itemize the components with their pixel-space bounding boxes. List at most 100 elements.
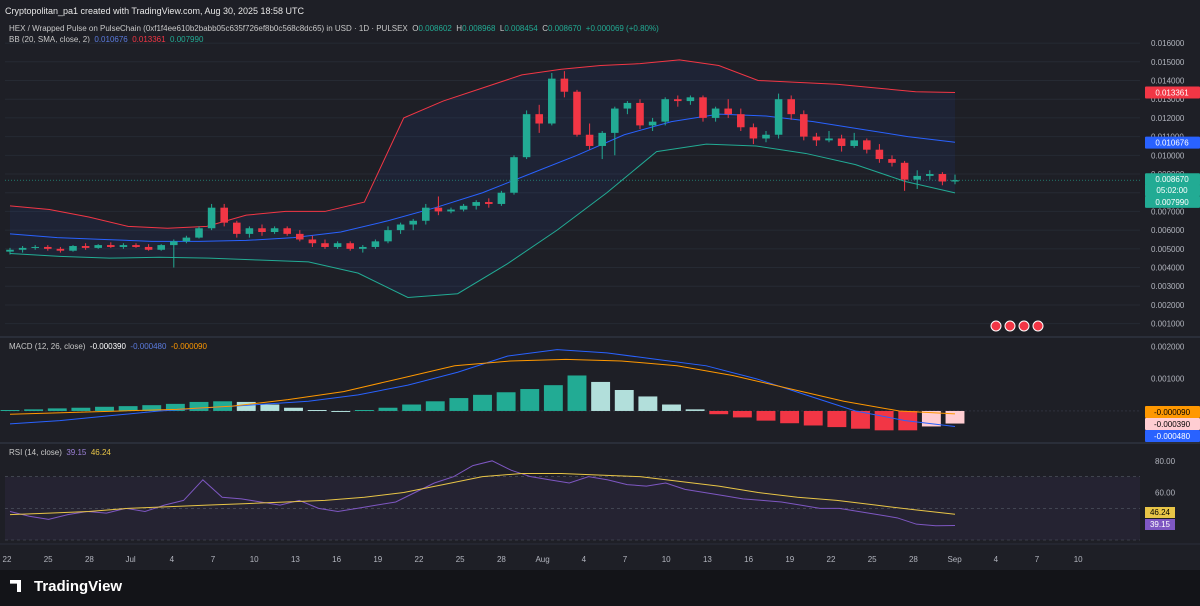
candle-body xyxy=(195,228,203,238)
macd-histogram-bar xyxy=(732,410,752,418)
candle-body xyxy=(737,114,745,128)
candle-body xyxy=(812,136,821,141)
candle-body xyxy=(384,230,392,242)
price-tick-label: 0.001000 xyxy=(1151,320,1185,329)
macd-histogram-bar xyxy=(614,390,634,411)
macd-tick-label: 0.001000 xyxy=(1151,375,1185,384)
candle-body xyxy=(875,149,884,160)
rsi-band xyxy=(5,476,1140,540)
time-tick-label: 7 xyxy=(211,555,216,564)
chart-canvas[interactable]: 0.016000 0.015000 0.014000 0.013000 0.012000… xyxy=(0,0,1200,570)
candle-body xyxy=(233,222,241,234)
candle-body xyxy=(951,180,959,182)
bb-legend[interactable]: BB (20, SMA, close, 2) 0.010676 0.013361… xyxy=(9,35,204,44)
badge-macd-hist: -0.000390 xyxy=(1154,420,1191,429)
event-icon xyxy=(990,320,1002,332)
candle-body xyxy=(674,99,682,102)
candle-body xyxy=(850,140,858,146)
rsi-tick-label: 80.00 xyxy=(1155,457,1176,466)
time-tick-label: 19 xyxy=(785,555,794,564)
badge-rsi: 39.15 xyxy=(1150,520,1171,529)
price-tick-label: 0.004000 xyxy=(1151,264,1185,273)
candle-body xyxy=(749,127,758,139)
candle-body xyxy=(711,108,720,118)
badge-bb-basis-bg xyxy=(1145,136,1200,149)
candle-body xyxy=(69,246,77,251)
macd-histogram-bar xyxy=(638,396,658,411)
macd-histogram-bar xyxy=(827,410,847,428)
badge-macd-signal: -0.000090 xyxy=(1154,408,1191,417)
candle-body xyxy=(359,246,367,249)
macd-histogram-bar xyxy=(921,410,941,427)
high-value: 0.008968 xyxy=(462,24,496,33)
candle-body xyxy=(926,174,934,176)
macd-histogram-bar xyxy=(496,392,516,411)
macd-histogram-bar xyxy=(284,407,303,411)
candle-body xyxy=(283,228,291,234)
candle-body xyxy=(31,246,39,248)
candle-body xyxy=(107,245,115,247)
macd-histogram-bar xyxy=(685,409,705,411)
macd-histogram-bar xyxy=(662,404,681,411)
badge-last-price-bg xyxy=(1145,173,1200,186)
tradingview-icon xyxy=(10,580,21,592)
price-tick-label: 0.012000 xyxy=(1151,114,1185,123)
candle-body xyxy=(333,243,342,247)
candle-body xyxy=(598,132,606,146)
time-tick-label: 10 xyxy=(250,555,259,564)
candle-body xyxy=(686,97,695,102)
candle-body xyxy=(611,108,619,133)
time-tick-label: 4 xyxy=(170,555,175,564)
symbol-legend[interactable]: HEX / Wrapped Pulse on PulseChain (0xf1f… xyxy=(9,24,659,33)
macd-histogram-bar xyxy=(591,381,611,411)
macd-histogram-bar xyxy=(165,403,185,411)
macd-histogram-bar xyxy=(378,407,398,411)
candle-body xyxy=(648,121,657,126)
candle-body xyxy=(207,207,216,229)
rsi-legend[interactable]: RSI (14, close) 39.15 46.24 xyxy=(9,448,111,457)
macd-histogram-bar xyxy=(118,406,138,411)
candle-body xyxy=(938,174,947,182)
time-tick-label: 25 xyxy=(456,555,465,564)
badge-rsi-bg xyxy=(1145,519,1175,530)
price-tick-label: 0.014000 xyxy=(1151,77,1185,86)
candle-body xyxy=(560,78,569,92)
macd-histogram-bar xyxy=(851,410,870,429)
macd-histogram-bar xyxy=(945,410,965,424)
time-tick-label: 25 xyxy=(868,555,877,564)
candle-body xyxy=(447,209,455,212)
time-tick-label: Sep xyxy=(947,555,962,564)
badge-countdown: 05:02:00 xyxy=(1156,186,1188,195)
time-tick-label: 28 xyxy=(497,555,506,564)
bb-basis-line xyxy=(9,113,956,242)
macd-legend[interactable]: MACD (12, 26, close) -0.000390 -0.000480… xyxy=(9,342,207,351)
candle-body xyxy=(6,249,14,252)
bb-upper-value: 0.013361 xyxy=(132,35,166,44)
tradingview-logo[interactable]: TradingView xyxy=(10,578,122,595)
macd-histogram-bar xyxy=(543,385,563,411)
candle-body xyxy=(220,207,228,223)
candle-body xyxy=(535,114,543,124)
time-tick-label: 28 xyxy=(909,555,918,564)
candle-body xyxy=(119,245,128,247)
candle-body xyxy=(573,91,581,135)
candle-body xyxy=(699,97,707,118)
macd-histogram-bar xyxy=(142,405,162,411)
macd-hist-value: -0.000390 xyxy=(89,342,126,351)
macd-histogram-bar xyxy=(95,406,114,411)
time-tick-label: 4 xyxy=(582,555,587,564)
badge-bb-basis: 0.010676 xyxy=(1155,139,1189,148)
time-tick-label: 16 xyxy=(744,555,753,564)
candle-body xyxy=(863,140,871,150)
macd-histogram-bar xyxy=(331,410,351,412)
candle-body xyxy=(44,246,52,249)
candle-body xyxy=(585,134,594,146)
candle-body xyxy=(485,202,493,204)
candle-body xyxy=(510,157,518,193)
event-icon xyxy=(1004,320,1016,332)
event-icon xyxy=(1018,320,1030,332)
candle-body xyxy=(157,245,165,250)
close-value: 0.008670 xyxy=(547,24,582,33)
symbol-name: HEX / Wrapped Pulse on PulseChain (0xf1f… xyxy=(9,24,408,33)
candle-body xyxy=(724,108,732,115)
